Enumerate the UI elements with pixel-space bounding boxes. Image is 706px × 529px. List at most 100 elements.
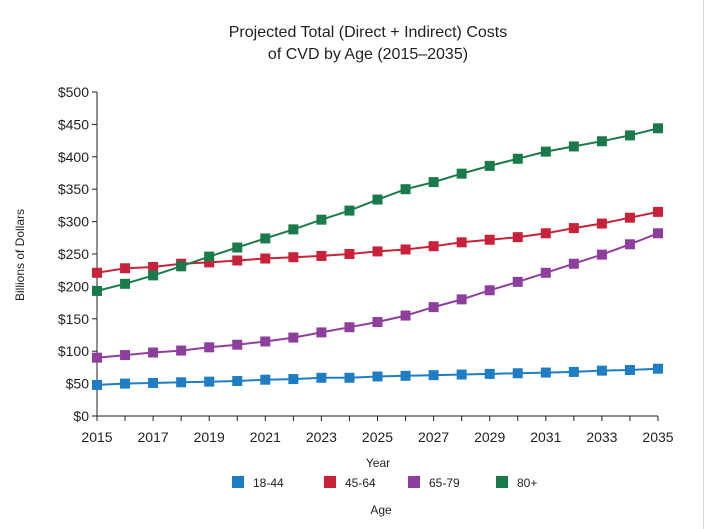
data-point xyxy=(344,322,355,333)
data-point xyxy=(456,294,467,305)
data-point xyxy=(653,206,663,217)
data-point xyxy=(316,327,327,338)
y-tick-label: $150 xyxy=(58,311,89,327)
data-point xyxy=(624,239,635,250)
y-tick-label: $250 xyxy=(58,246,89,262)
data-point xyxy=(540,267,551,278)
data-point xyxy=(92,285,102,296)
series-layer xyxy=(92,123,663,390)
data-point xyxy=(653,228,663,239)
data-point xyxy=(512,276,523,287)
legend: 18-44 45-64 65-79 80+ xyxy=(232,476,537,490)
data-point xyxy=(148,347,159,358)
data-point xyxy=(232,376,243,387)
data-point xyxy=(288,332,299,343)
data-point xyxy=(372,246,383,257)
data-point xyxy=(568,258,579,269)
right-border-line xyxy=(703,0,704,529)
chart-title-line-1: Projected Total (Direct + Indirect) Cost… xyxy=(229,24,507,41)
data-point xyxy=(624,364,635,375)
data-point xyxy=(176,261,187,272)
x-tick-label: 2023 xyxy=(306,429,337,445)
data-point xyxy=(176,345,187,356)
x-tick-label: 2033 xyxy=(586,429,617,445)
data-point xyxy=(260,374,271,385)
legend-label: 45-64 xyxy=(345,476,376,490)
series-80+ xyxy=(92,123,663,296)
data-point xyxy=(204,342,215,353)
legend-label: 65-79 xyxy=(429,476,460,490)
data-point xyxy=(568,141,579,152)
data-point xyxy=(148,270,159,281)
data-point xyxy=(456,168,467,179)
data-point xyxy=(344,372,355,383)
x-tick-label: 2035 xyxy=(642,429,673,445)
data-point xyxy=(653,363,663,374)
x-axis-label: Year xyxy=(366,456,390,470)
data-point xyxy=(344,205,355,216)
data-point xyxy=(92,352,102,363)
legend-item: 45-64 xyxy=(324,476,376,490)
data-point xyxy=(568,223,579,234)
data-point xyxy=(260,336,271,347)
x-tick-label: 2031 xyxy=(530,429,561,445)
legend-title: Age xyxy=(370,503,392,517)
data-point xyxy=(120,378,131,389)
data-point xyxy=(484,285,495,296)
data-point xyxy=(372,371,383,382)
data-point xyxy=(288,224,299,235)
chart-title-line-2: of CVD by Age (2015–2035) xyxy=(268,46,468,63)
data-point xyxy=(456,369,467,380)
data-point xyxy=(512,232,523,243)
data-point xyxy=(344,249,355,259)
data-point xyxy=(568,366,579,377)
legend-swatch xyxy=(496,476,508,488)
x-tick-label: 2015 xyxy=(81,429,112,445)
x-tick-label: 2029 xyxy=(474,429,505,445)
data-point xyxy=(288,252,299,263)
data-point xyxy=(428,177,439,188)
y-axis-label: Billions of Dollars xyxy=(13,209,27,301)
data-point xyxy=(204,257,215,268)
data-point xyxy=(428,302,439,313)
x-tick-label: 2017 xyxy=(138,429,169,445)
x-tick-label: 2027 xyxy=(418,429,449,445)
data-point xyxy=(232,339,243,350)
axes: $0 $50 $100 $150 $200 $250 $300 $350 $400 $450 $50… xyxy=(58,84,674,445)
data-point xyxy=(653,123,663,134)
data-point xyxy=(428,370,439,381)
data-point xyxy=(624,212,635,223)
y-tick-label: $100 xyxy=(58,343,89,359)
data-point xyxy=(260,253,271,264)
data-point xyxy=(400,310,411,321)
legend-item: 65-79 xyxy=(408,476,460,490)
data-point xyxy=(400,370,411,381)
y-tick-label: $350 xyxy=(58,181,89,197)
data-point xyxy=(120,278,131,289)
data-point xyxy=(624,130,635,141)
data-point xyxy=(484,234,495,245)
data-point xyxy=(400,184,411,195)
legend-item: 18-44 xyxy=(232,476,284,490)
data-point xyxy=(288,374,299,385)
data-point xyxy=(260,233,271,244)
data-point xyxy=(540,146,551,157)
legend-label: 80+ xyxy=(517,476,537,490)
data-point xyxy=(148,377,159,388)
legend-swatch xyxy=(232,476,244,488)
data-point xyxy=(316,372,327,383)
data-point xyxy=(176,377,187,388)
x-tick-label: 2025 xyxy=(362,429,393,445)
data-point xyxy=(372,194,383,205)
y-tick-label: $200 xyxy=(58,278,89,294)
data-point xyxy=(232,242,243,253)
legend-label: 18-44 xyxy=(253,476,284,490)
data-point xyxy=(484,368,495,379)
y-tick-label: $0 xyxy=(73,408,89,424)
data-point xyxy=(428,241,439,252)
series-65-79 xyxy=(92,228,663,363)
data-point xyxy=(148,261,159,272)
data-point xyxy=(512,153,523,164)
y-tick-label: $300 xyxy=(58,214,89,230)
data-point xyxy=(596,249,607,260)
